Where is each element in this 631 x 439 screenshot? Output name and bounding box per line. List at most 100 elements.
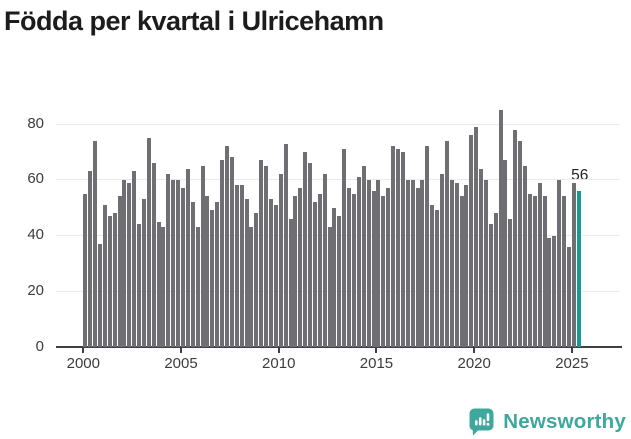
bar-q2009-4[interactable]	[273, 204, 278, 347]
bar-q2000-2[interactable]	[88, 171, 93, 347]
bar-q2016-3[interactable]	[405, 179, 410, 347]
bar-q2004-2[interactable]	[166, 174, 171, 347]
bar-q2008-2[interactable]	[244, 199, 249, 347]
bar-q2005-1[interactable]	[181, 188, 186, 347]
bar-q2010-2[interactable]	[283, 143, 288, 347]
bar-q2022-2[interactable]	[518, 140, 523, 347]
bar-q2006-4[interactable]	[215, 202, 220, 347]
bar-q2004-4[interactable]	[176, 179, 181, 347]
bar-q2007-1[interactable]	[220, 160, 225, 347]
bar-q2000-3[interactable]	[93, 140, 98, 347]
bar-q2019-4[interactable]	[469, 135, 474, 347]
bar-q2017-3[interactable]	[425, 146, 430, 347]
bar-q2012-1[interactable]	[317, 193, 322, 347]
bar-q2001-4[interactable]	[117, 196, 122, 347]
bar-q2011-4[interactable]	[312, 202, 317, 347]
bar-q2009-3[interactable]	[268, 199, 273, 347]
bar-q2025-1[interactable]	[571, 182, 576, 347]
bar-q2023-1[interactable]	[532, 196, 537, 347]
bar-q2015-4[interactable]	[391, 146, 396, 347]
bar-q2023-3[interactable]	[542, 196, 547, 347]
bar-q2002-1[interactable]	[122, 179, 127, 347]
bar-q2010-3[interactable]	[288, 218, 293, 347]
bar-q2001-1[interactable]	[102, 204, 107, 347]
bar-q2011-2[interactable]	[303, 151, 308, 347]
bar-q2021-2[interactable]	[498, 110, 503, 347]
bar-q2002-2[interactable]	[127, 182, 132, 347]
bar-q2018-4[interactable]	[449, 179, 454, 347]
bar-q2014-3[interactable]	[366, 179, 371, 347]
bar-q2016-4[interactable]	[410, 179, 415, 347]
bar-q2010-1[interactable]	[278, 174, 283, 347]
bar-q2021-4[interactable]	[508, 218, 513, 347]
bar-q2003-2[interactable]	[146, 137, 151, 347]
bar-q2017-4[interactable]	[430, 204, 435, 347]
bar-q2018-2[interactable]	[439, 174, 444, 347]
bar-q2004-3[interactable]	[171, 179, 176, 347]
bar-q2017-1[interactable]	[415, 188, 420, 347]
bar-q2014-4[interactable]	[371, 190, 376, 347]
bar-q2024-1[interactable]	[552, 235, 557, 347]
bar-q2003-3[interactable]	[151, 163, 156, 347]
bar-q2012-4[interactable]	[332, 207, 337, 347]
bar-q2002-4[interactable]	[137, 224, 142, 347]
bar-q2022-4[interactable]	[527, 193, 532, 347]
bar-q2000-4[interactable]	[97, 243, 102, 347]
bar-q2003-4[interactable]	[156, 221, 161, 347]
bar-q2022-1[interactable]	[513, 129, 518, 347]
bar-q2013-3[interactable]	[347, 188, 352, 347]
bar-q2015-1[interactable]	[376, 179, 381, 347]
bar-q2019-1[interactable]	[454, 182, 459, 347]
bar-q2019-2[interactable]	[459, 196, 464, 347]
bar-q2014-1[interactable]	[356, 176, 361, 347]
bar-q2017-2[interactable]	[420, 179, 425, 347]
bar-q2007-4[interactable]	[234, 185, 239, 347]
bar-q2007-3[interactable]	[229, 157, 234, 347]
bar-q2009-1[interactable]	[259, 160, 264, 347]
bar-q2018-3[interactable]	[444, 140, 449, 347]
bar-q2019-3[interactable]	[464, 185, 469, 347]
bar-q2022-3[interactable]	[523, 165, 528, 347]
bar-q2015-2[interactable]	[381, 196, 386, 347]
bar-q2023-2[interactable]	[537, 182, 542, 347]
bar-q2011-1[interactable]	[298, 188, 303, 347]
bar-q2005-2[interactable]	[185, 168, 190, 347]
bar-q2015-3[interactable]	[386, 188, 391, 347]
bar-q2011-3[interactable]	[308, 163, 313, 347]
bar-q2008-4[interactable]	[254, 213, 259, 347]
bar-q2006-1[interactable]	[200, 165, 205, 347]
bar-q2006-2[interactable]	[205, 196, 210, 347]
bar-q2004-1[interactable]	[161, 227, 166, 347]
bar-q2002-3[interactable]	[132, 171, 137, 347]
bar-q2009-2[interactable]	[264, 165, 269, 347]
bar-q2006-3[interactable]	[210, 210, 215, 347]
bar-q2018-1[interactable]	[435, 210, 440, 347]
bar-highlighted-q2025-2[interactable]	[576, 190, 581, 347]
bar-q2008-1[interactable]	[239, 185, 244, 347]
bar-q2005-3[interactable]	[190, 202, 195, 347]
bar-q2008-3[interactable]	[249, 227, 254, 347]
bar-q2020-4[interactable]	[488, 224, 493, 347]
bar-q2013-2[interactable]	[342, 149, 347, 347]
bar-q2024-3[interactable]	[562, 196, 567, 347]
bar-q2003-1[interactable]	[141, 199, 146, 347]
bar-q2016-2[interactable]	[400, 151, 405, 347]
bar-q2024-2[interactable]	[557, 179, 562, 347]
bar-q2020-2[interactable]	[479, 168, 484, 347]
bar-q2001-2[interactable]	[107, 215, 112, 347]
bar-q2023-4[interactable]	[547, 238, 552, 347]
bar-q2013-1[interactable]	[337, 215, 342, 347]
bar-q2007-2[interactable]	[224, 146, 229, 347]
bar-q2013-4[interactable]	[352, 193, 357, 347]
bar-q2016-1[interactable]	[396, 149, 400, 347]
bar-q2020-1[interactable]	[474, 126, 479, 347]
bar-q2024-4[interactable]	[567, 246, 571, 347]
bar-q2012-3[interactable]	[327, 227, 332, 347]
bar-q2005-4[interactable]	[195, 227, 200, 347]
bar-q2012-2[interactable]	[322, 174, 327, 347]
bar-q2010-4[interactable]	[293, 196, 298, 347]
bar-q2020-3[interactable]	[483, 179, 488, 347]
bar-q2021-1[interactable]	[493, 213, 498, 347]
bar-q2021-3[interactable]	[503, 160, 508, 347]
bar-q2014-2[interactable]	[361, 165, 366, 347]
